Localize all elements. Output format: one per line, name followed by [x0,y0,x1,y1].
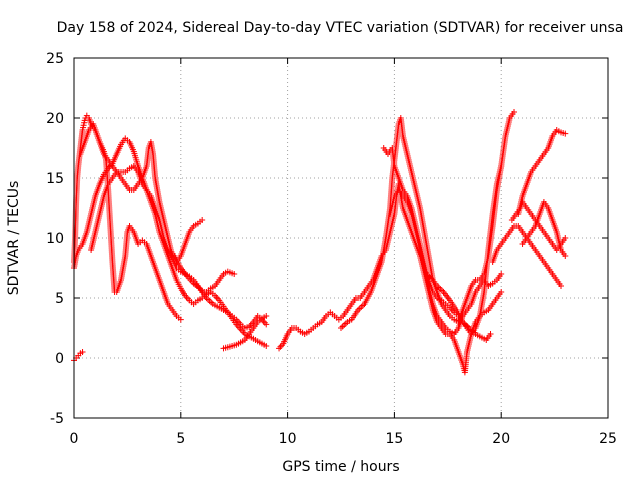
y-tick-label: 25 [46,51,64,67]
y-tick-label: -5 [50,411,64,427]
y-tick-label: 20 [46,111,64,127]
data-point-marker [558,283,565,289]
x-tick-label: 25 [599,431,617,447]
y-tick-label: 5 [55,291,64,307]
y-tick-label: 10 [46,231,64,247]
data-point-marker [263,343,270,349]
data-point-marker [562,130,569,137]
data-point-marker [562,253,569,259]
x-tick-label: 20 [492,431,510,447]
plot-frame [73,57,609,419]
data-point-marker [498,289,505,295]
data-point-marker [511,109,518,115]
x-tick-label: 5 [176,431,185,447]
x-axis-label: GPS time / hours [282,459,399,475]
y-axis-label: SDTVAR / TECUs [6,181,22,296]
data-point-marker [263,313,270,319]
chart-title: Day 158 of 2024, Sidereal Day-to-day VTE… [57,20,624,36]
series-trace-l [423,271,494,343]
x-tick-label: 10 [279,431,297,447]
data-point-marker [498,163,505,169]
axis-ticks: 0 5 10 15 20 25 -5 0 5 10 15 20 25 [46,51,617,447]
data-point-marker [79,349,86,355]
series-trace-p [519,199,569,259]
data-point-marker [498,271,505,277]
series-trace-a [71,349,86,364]
data-point-marker [177,316,184,323]
series-trace-m [489,223,565,289]
series-trace-k [387,187,505,337]
data-point-marker [562,235,569,241]
data-point-marker [487,331,494,337]
data-point-marker [231,271,238,277]
x-tick-label: 15 [385,431,403,447]
y-tick-label: 0 [55,351,64,367]
x-tick-label: 0 [70,431,79,447]
data-point-marker [199,217,206,223]
y-tick-label: 15 [46,171,64,187]
series-trace-g [220,313,270,352]
series-trace-o [515,127,569,217]
data-point-marker [263,321,270,328]
plot-area [71,109,569,376]
